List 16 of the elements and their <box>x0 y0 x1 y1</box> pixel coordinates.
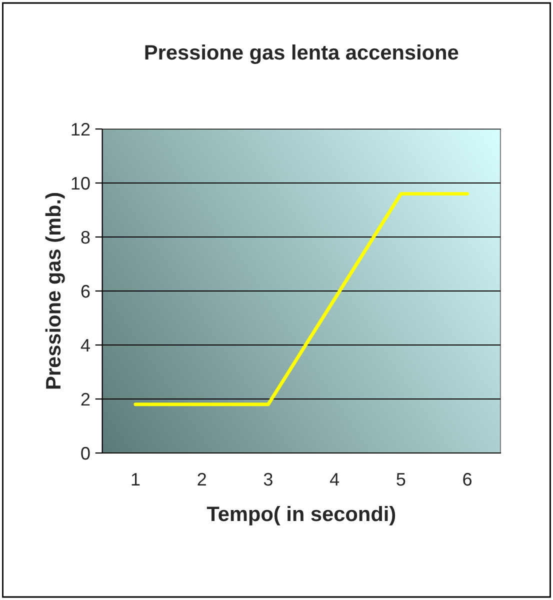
y-tick-label: 10 <box>72 176 90 190</box>
chart-title: Pressione gas lenta accensione <box>145 44 458 64</box>
y-axis-title: Pressione gas (mb.) <box>45 193 65 389</box>
y-tick-label: 0 <box>81 446 90 460</box>
x-tick-label: 2 <box>198 472 206 486</box>
x-tick-label: 3 <box>264 472 272 486</box>
y-tick-label: 12 <box>72 122 90 136</box>
x-axis-title: Tempo( in secondi) <box>206 506 396 526</box>
x-tick-label: 4 <box>330 473 340 486</box>
x-tick-label: 6 <box>463 472 472 486</box>
y-tick-label: 2 <box>81 392 90 406</box>
y-tick-label: 4 <box>80 339 90 352</box>
x-tick-label: 5 <box>396 473 406 486</box>
y-tick-label: 6 <box>81 284 90 298</box>
x-tick-label: 1 <box>132 473 140 486</box>
y-tick-label: 8 <box>81 230 90 244</box>
